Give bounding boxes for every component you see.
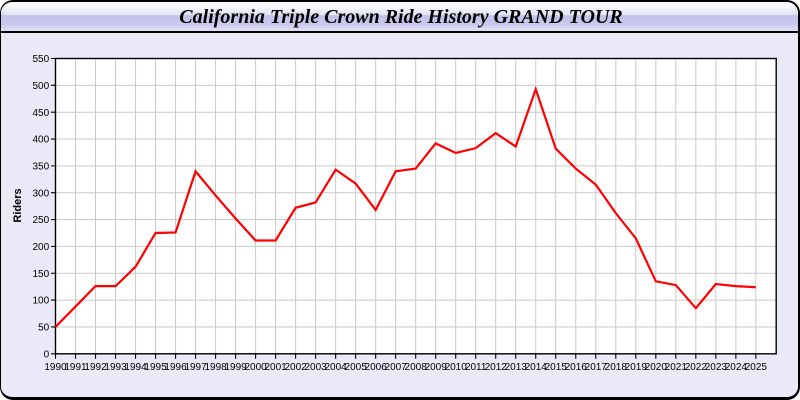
svg-text:1993: 1993 [104, 362, 127, 373]
svg-text:1999: 1999 [224, 362, 247, 373]
svg-text:2023: 2023 [705, 362, 728, 373]
svg-text:450: 450 [33, 108, 50, 119]
svg-text:2008: 2008 [405, 362, 428, 373]
svg-text:2016: 2016 [565, 362, 588, 373]
svg-text:2010: 2010 [445, 362, 468, 373]
svg-text:500: 500 [33, 81, 50, 92]
svg-text:1994: 1994 [124, 362, 147, 373]
svg-text:2006: 2006 [365, 362, 388, 373]
svg-text:200: 200 [33, 242, 50, 253]
svg-text:550: 550 [33, 54, 50, 65]
svg-text:2002: 2002 [284, 362, 307, 373]
svg-text:2020: 2020 [645, 362, 668, 373]
svg-text:1997: 1997 [184, 362, 207, 373]
svg-text:150: 150 [33, 269, 50, 280]
svg-text:50: 50 [38, 323, 50, 334]
svg-text:2012: 2012 [485, 362, 508, 373]
svg-text:1998: 1998 [204, 362, 227, 373]
svg-text:Riders: Riders [12, 188, 24, 222]
svg-text:2017: 2017 [585, 362, 608, 373]
svg-text:2000: 2000 [244, 362, 267, 373]
svg-text:2022: 2022 [685, 362, 708, 373]
svg-text:350: 350 [33, 161, 50, 172]
svg-text:0: 0 [44, 349, 50, 360]
svg-text:2003: 2003 [305, 362, 328, 373]
svg-text:2025: 2025 [745, 362, 768, 373]
svg-text:2018: 2018 [605, 362, 628, 373]
svg-text:2021: 2021 [665, 362, 688, 373]
svg-text:300: 300 [33, 188, 50, 199]
svg-text:2013: 2013 [505, 362, 528, 373]
svg-text:2005: 2005 [345, 362, 368, 373]
svg-text:2011: 2011 [465, 362, 487, 373]
svg-text:2015: 2015 [545, 362, 568, 373]
svg-text:2004: 2004 [325, 362, 348, 373]
svg-text:400: 400 [33, 135, 50, 146]
svg-text:250: 250 [33, 215, 50, 226]
svg-text:2009: 2009 [425, 362, 448, 373]
svg-text:2014: 2014 [525, 362, 548, 373]
svg-text:1991: 1991 [64, 362, 87, 373]
svg-text:2007: 2007 [385, 362, 408, 373]
svg-text:1996: 1996 [164, 362, 187, 373]
svg-text:2019: 2019 [625, 362, 648, 373]
svg-text:1992: 1992 [84, 362, 107, 373]
svg-text:2001: 2001 [264, 362, 287, 373]
svg-text:100: 100 [33, 296, 50, 307]
svg-text:1995: 1995 [144, 362, 167, 373]
svg-text:2024: 2024 [725, 362, 748, 373]
svg-text:1990: 1990 [44, 362, 67, 373]
